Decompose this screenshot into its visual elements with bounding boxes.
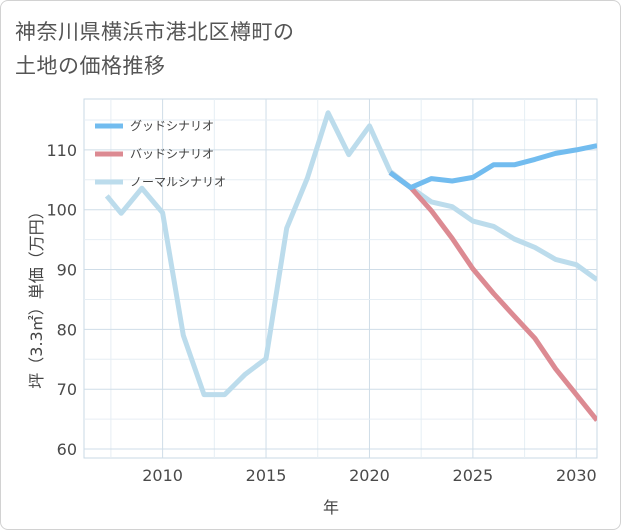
y-tick-label: 80	[57, 320, 77, 339]
chart-title: 神奈川県横浜市港北区樽町の 土地の価格推移	[15, 15, 295, 83]
chart-title-line-1: 神奈川県横浜市港北区樽町の	[15, 20, 295, 44]
y-tick-labels: 60 70 80 90 100 110	[46, 141, 77, 459]
legend-label: ノーマルシナリオ	[130, 175, 226, 189]
x-tick-label: 2030	[556, 466, 597, 485]
chart-title-line-2: 土地の価格推移	[15, 54, 166, 78]
x-tick-label: 2010	[142, 466, 183, 485]
y-tick-label: 90	[57, 261, 77, 280]
y-tick-label: 110	[46, 141, 77, 160]
y-tick-label: 100	[46, 201, 77, 220]
y-axis-title: 坪（3.3㎡）単価（万円）	[27, 203, 46, 388]
x-tick-label: 2020	[349, 466, 390, 485]
x-tick-labels: 2010 2015 2020 2025 2030	[142, 466, 596, 485]
y-tick-label: 60	[57, 440, 77, 459]
y-tick-label: 70	[57, 380, 77, 399]
series-line-0	[388, 143, 597, 191]
x-tick-label: 2025	[453, 466, 494, 485]
series-line-2	[104, 110, 597, 398]
series-line-1	[388, 170, 597, 422]
series-lines	[104, 110, 597, 422]
x-axis-title: 年	[323, 498, 339, 517]
legend-label: バッドシナリオ	[130, 147, 214, 161]
legend-label: グッドシナリオ	[130, 119, 214, 133]
x-tick-label: 2015	[246, 466, 287, 485]
